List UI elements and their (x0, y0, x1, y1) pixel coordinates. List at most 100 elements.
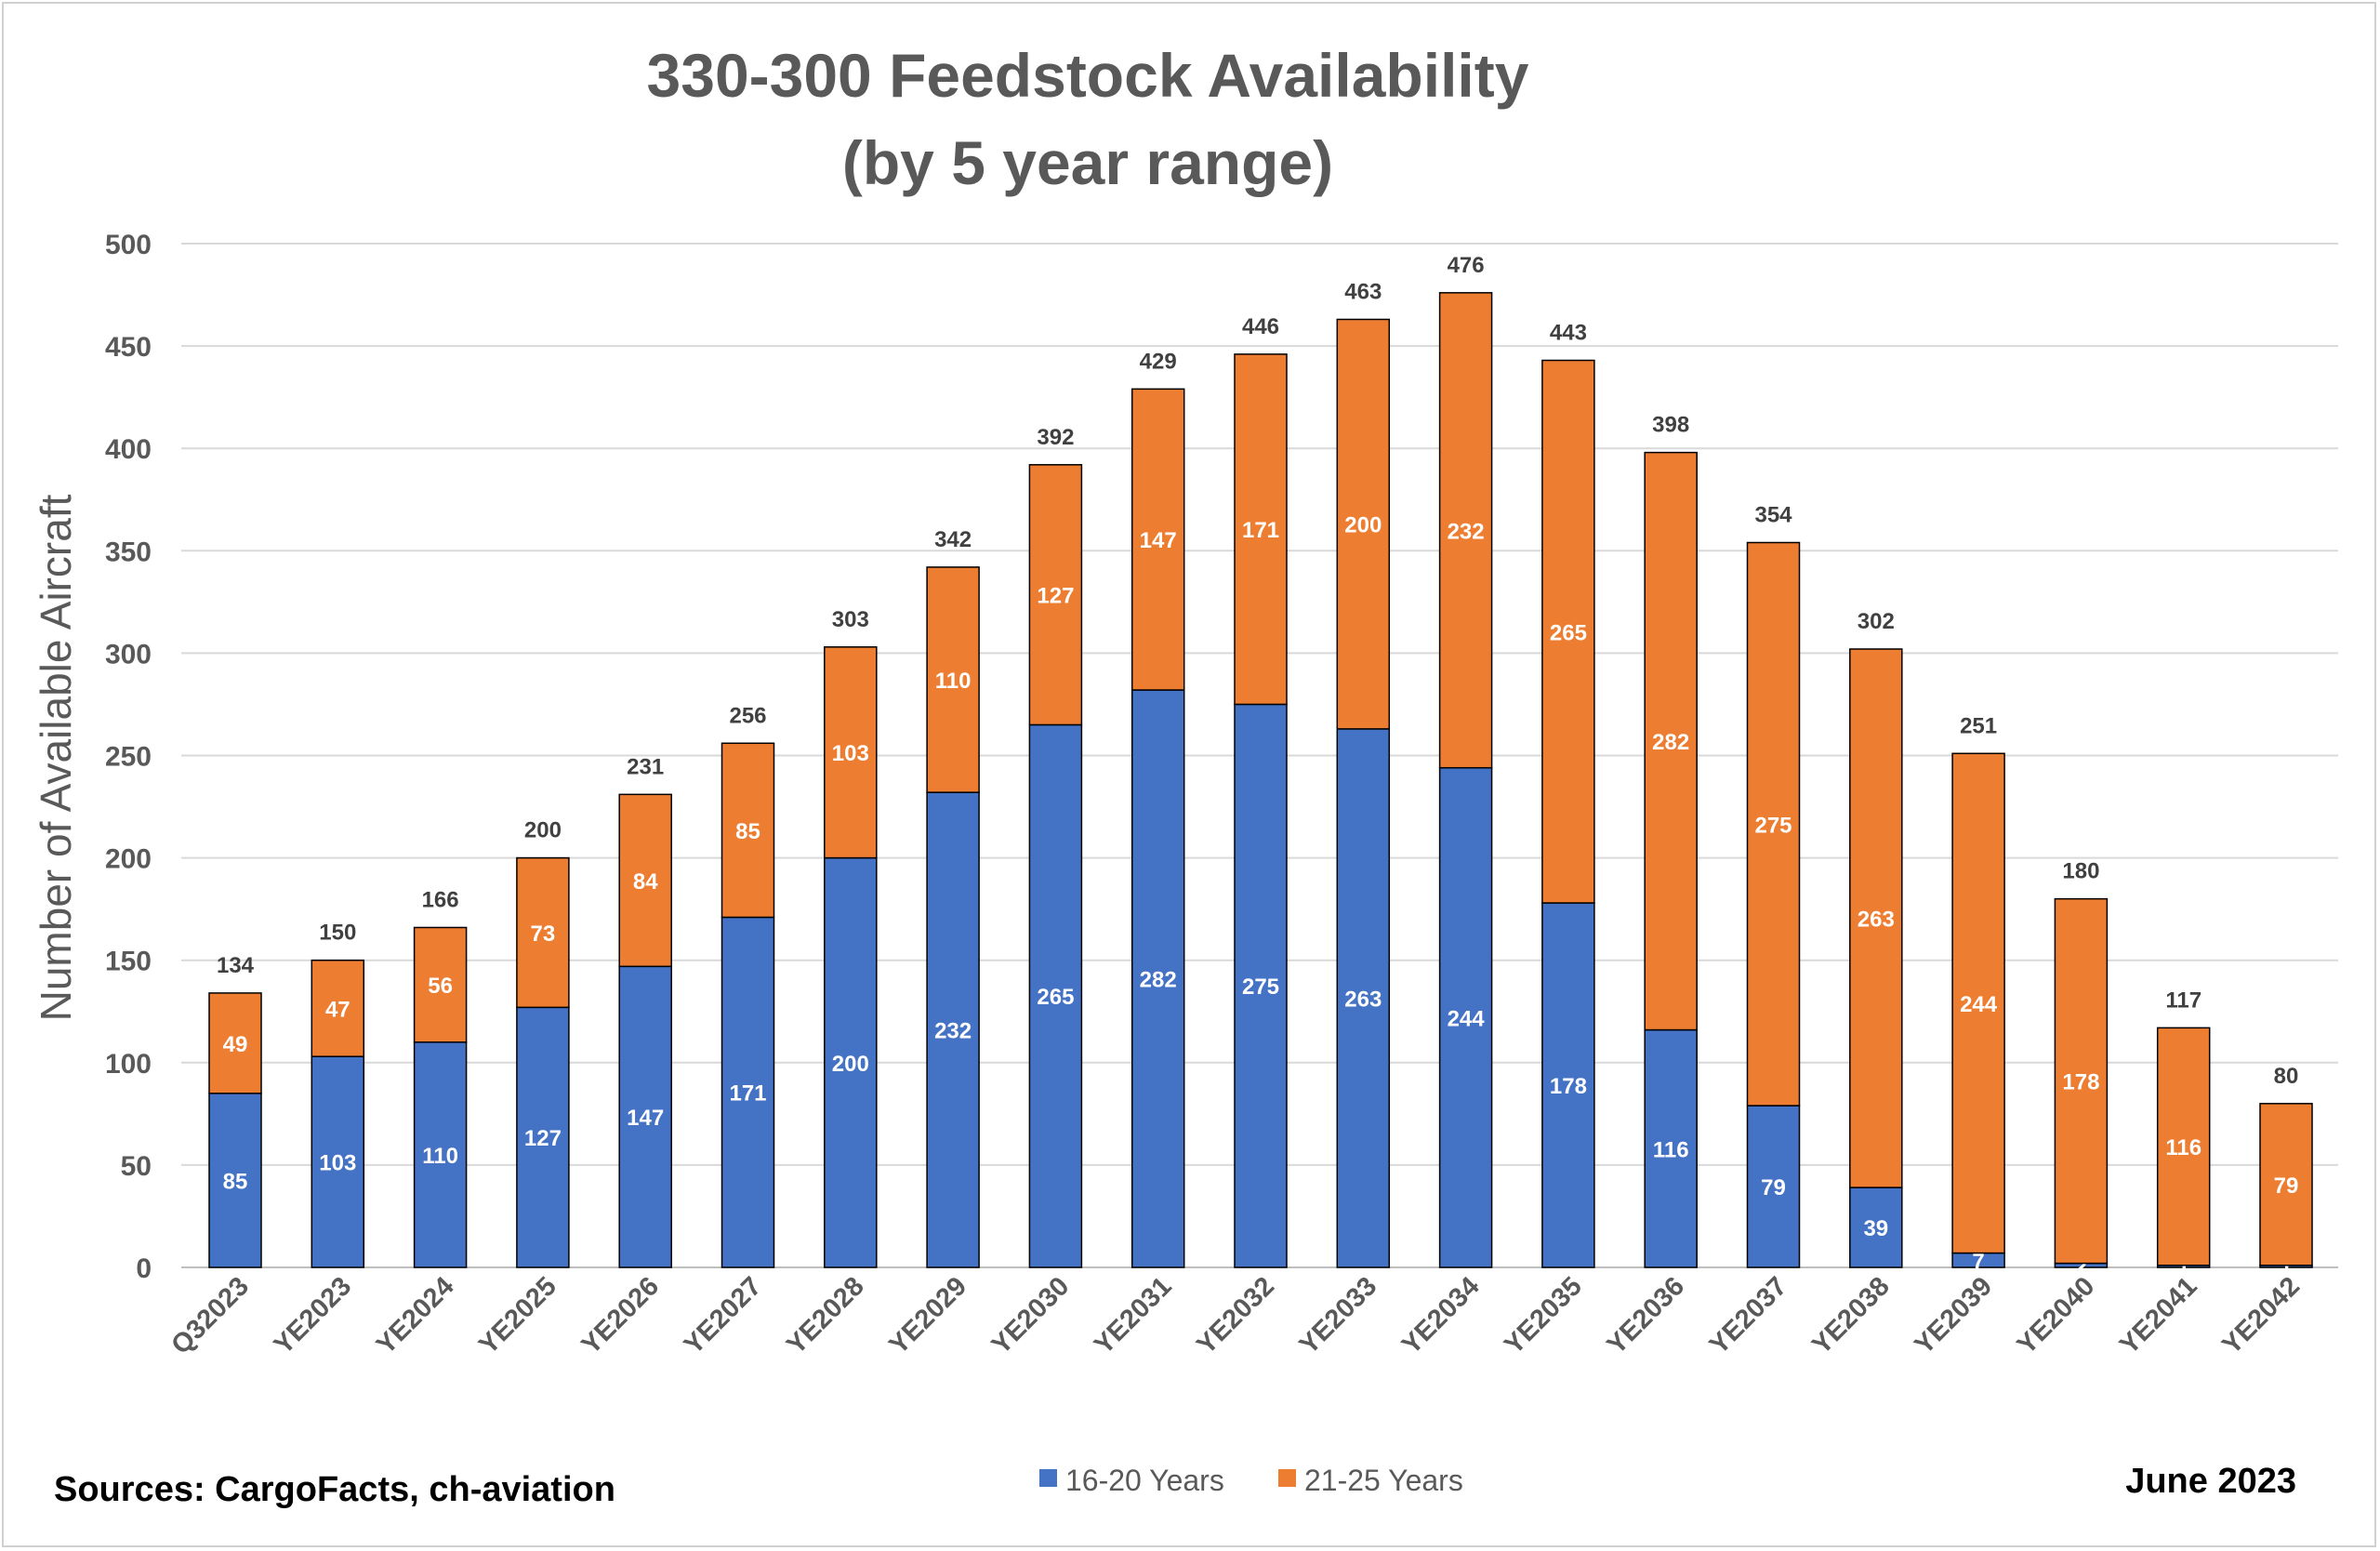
bar-segment-21-25-YE2036 (1644, 451, 1698, 1031)
legend-swatch-16-20-years (1039, 1469, 1057, 1487)
segment-value-label: 200 (832, 1052, 869, 1077)
segment-value-label: 79 (2274, 1173, 2299, 1199)
bar-segment-21-25-Q32023 (208, 992, 262, 1094)
y-tick-label: 450 (105, 332, 152, 363)
y-tick-label: 300 (105, 639, 152, 669)
segment-value-label: 110 (422, 1144, 458, 1169)
segment-value-label: 116 (1653, 1137, 1689, 1162)
segment-value-label: 244 (1448, 1006, 1486, 1031)
x-tick-label: YE2026 (576, 1271, 666, 1360)
bar-total-label: 150 (319, 921, 356, 946)
y-tick-label: 350 (105, 537, 152, 567)
segment-value-label: 147 (627, 1106, 664, 1131)
bar-total-label: 166 (422, 887, 459, 912)
legend: 16-20 Years 21-25 Years (1039, 1464, 1463, 1497)
segment-value-label: 49 (223, 1032, 248, 1057)
bar-total-label: 302 (1858, 609, 1895, 634)
bar-total-label: 134 (217, 953, 255, 978)
bar-segment-21-25-YE2027 (721, 742, 775, 919)
bar-total-label: 398 (1652, 413, 1689, 438)
x-tick-label: YE2023 (269, 1271, 358, 1360)
bar-segment-21-25-YE2029 (926, 566, 980, 793)
segment-value-label: 73 (531, 921, 556, 947)
bar-segment-16-20-YE2033 (1336, 728, 1391, 1268)
bar-segment-21-25-YE2032 (1234, 353, 1288, 706)
segment-value-label: 171 (729, 1081, 766, 1107)
segment-value-label: 116 (2165, 1135, 2202, 1160)
x-tick-label: YE2029 (883, 1271, 972, 1360)
y-axis-ticks: 0 50 100 150 200 250 300 350 400 450 500 (105, 230, 152, 1284)
segment-value-label: 56 (428, 974, 453, 999)
x-tick-label: YE2031 (1089, 1271, 1178, 1360)
bar-segment-21-25-YE2030 (1028, 464, 1083, 726)
y-tick-label: 500 (105, 230, 152, 260)
x-tick-label: YE2036 (1602, 1271, 1691, 1360)
segment-value-label: 147 (1140, 528, 1177, 553)
bar-total-label: 392 (1037, 425, 1074, 450)
bar-segment-21-25-YE2025 (516, 856, 570, 1009)
bar-total-label: 251 (1960, 713, 1997, 738)
legend-swatch-21-25-years (1278, 1469, 1296, 1487)
segment-value-label: 232 (934, 1019, 972, 1044)
segment-value-label: 275 (1754, 813, 1792, 838)
bar-segment-21-25-YE2042 (2259, 1103, 2313, 1266)
bar-segment-16-20-Q32023 (208, 1093, 262, 1268)
sources-note: Sources: CargoFacts, ch-aviation (54, 1470, 615, 1509)
bars: 85 49 134 103 47 150 110 56 166 127 73 200 147 84 231 1… (208, 253, 2313, 1280)
y-tick-label: 150 (105, 947, 152, 977)
y-tick-label: 250 (105, 742, 152, 773)
y-tick-label: 200 (105, 844, 152, 875)
bar-segment-21-25-YE2023 (311, 959, 365, 1057)
segment-value-label: 265 (1037, 985, 1074, 1010)
bar-segment-16-20-YE2027 (721, 916, 775, 1268)
x-tick-label: YE2024 (371, 1271, 460, 1360)
bar-total-label: 180 (2062, 859, 2099, 884)
bar-total-label: 342 (934, 527, 972, 552)
segment-value-label: 244 (1960, 992, 1998, 1017)
segment-value-label: 39 (1863, 1216, 1888, 1241)
segment-value-label: 84 (633, 869, 658, 895)
x-tick-label: YE2040 (2012, 1271, 2101, 1360)
y-tick-label: 50 (121, 1151, 152, 1182)
segment-value-label: 263 (1344, 987, 1382, 1012)
bar-segment-16-20-YE2026 (618, 965, 672, 1268)
bar-total-label: 231 (627, 754, 664, 779)
segment-value-label: 79 (1761, 1175, 1786, 1200)
segment-value-label: 110 (935, 669, 972, 694)
segment-value-label: 232 (1448, 519, 1485, 544)
bar-total-label: 446 (1242, 314, 1279, 339)
x-tick-label: YE2025 (473, 1271, 562, 1360)
bar-segment-21-25-YE2038 (1849, 648, 1903, 1188)
segment-value-label: 103 (832, 741, 869, 766)
date-note: June 2023 (2125, 1462, 2296, 1501)
bar-total-label: 200 (524, 818, 562, 843)
bar-segment-21-25-YE2035 (1541, 359, 1595, 904)
x-tick-label: YE2041 (2114, 1271, 2203, 1360)
segment-value-label: 282 (1652, 730, 1689, 755)
y-tick-label: 0 (136, 1253, 152, 1284)
bar-total-label: 443 (1550, 321, 1587, 346)
x-tick-label: YE2028 (781, 1271, 870, 1360)
bar-segment-16-20-YE2034 (1438, 766, 1493, 1268)
bar-total-label: 476 (1448, 253, 1485, 278)
bar-segment-16-20-YE2031 (1130, 689, 1185, 1268)
x-tick-label: YE2030 (986, 1271, 1076, 1360)
segment-value-label: 85 (223, 1169, 248, 1194)
segment-value-label: 103 (319, 1151, 356, 1176)
x-tick-label: YE2039 (1909, 1271, 1998, 1360)
segment-value-label: 282 (1140, 968, 1177, 993)
x-tick-label: YE2042 (2216, 1271, 2306, 1360)
bar-segment-21-25-YE2040 (2054, 897, 2109, 1265)
segment-value-label: 200 (1344, 513, 1382, 538)
x-tick-label: YE2035 (1499, 1271, 1588, 1360)
chart-title-line2: (by 5 year range) (842, 128, 1333, 197)
bar-total-label: 303 (832, 607, 869, 632)
bar-segment-21-25-YE2041 (2156, 1027, 2211, 1266)
x-tick-label: YE2033 (1294, 1271, 1383, 1360)
bar-segment-21-25-YE2031 (1130, 388, 1185, 691)
legend-label-16-20-years: 16-20 Years (1065, 1464, 1224, 1497)
bar-segment-16-20-YE2023 (311, 1055, 365, 1268)
segment-value-label: 47 (325, 997, 350, 1022)
segment-value-label: 127 (1037, 584, 1074, 609)
